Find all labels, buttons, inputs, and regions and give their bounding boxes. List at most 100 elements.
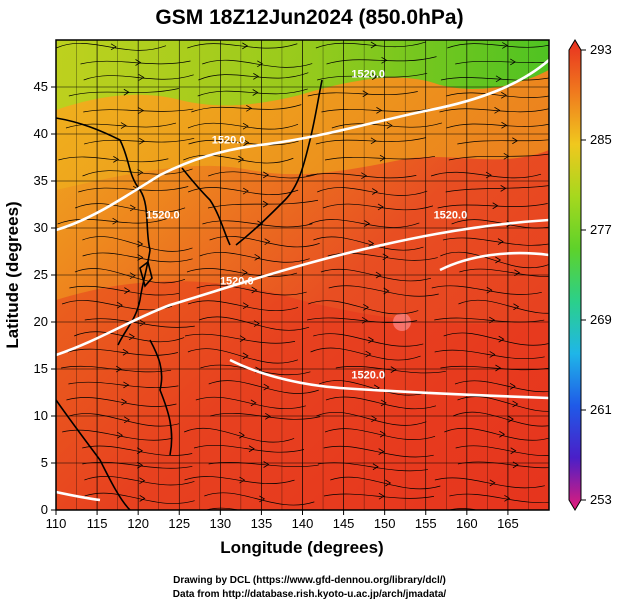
- streamline-arrow: [494, 106, 501, 114]
- streamline: [209, 236, 320, 248]
- streamline-arrow: [378, 492, 385, 500]
- streamline-arrow: [239, 476, 246, 484]
- streamline-arrow: [371, 415, 378, 423]
- streamline-arrow: [264, 238, 271, 246]
- streamline-arrow: [137, 461, 144, 469]
- streamline: [307, 317, 418, 324]
- streamline: [82, 445, 193, 456]
- taiwan-coast: [139, 260, 153, 288]
- streamline: [57, 218, 168, 225]
- streamline: [326, 56, 437, 65]
- streamline: [84, 137, 195, 145]
- china-coast: [56, 117, 151, 346]
- streamline: [207, 199, 319, 209]
- streamline: [335, 366, 446, 374]
- streamline-arrow: [361, 316, 368, 324]
- streamline: [83, 108, 194, 113]
- colorbar-tick-label: 253: [590, 492, 612, 507]
- streamline: [459, 268, 549, 277]
- streamline-arrow: [138, 107, 145, 114]
- contour-label: 1520.0: [351, 69, 385, 81]
- streamline-arrow: [248, 445, 255, 453]
- streamline-arrow: [509, 382, 516, 390]
- x-tick-label: 160: [456, 516, 478, 531]
- streamline: [74, 331, 185, 343]
- streamline-arrow: [379, 154, 386, 162]
- streamline: [449, 493, 549, 503]
- streamline: [437, 203, 548, 209]
- x-tick-label: 125: [168, 516, 190, 531]
- streamline-arrow: [489, 351, 496, 358]
- colorbar-tick-label: 261: [590, 402, 612, 417]
- streamline-arrow: [137, 254, 144, 261]
- streamline: [331, 122, 442, 129]
- chart-title: GSM 18Z12Jun2024 (850.0hPa): [155, 6, 464, 29]
- streamline: [323, 493, 434, 499]
- streamline-arrow: [129, 272, 136, 280]
- streamline: [440, 251, 549, 269]
- streamline: [62, 429, 173, 441]
- streamline-arrow: [139, 477, 146, 485]
- contour-label: 1520.0: [434, 210, 468, 222]
- streamline-arrow: [110, 43, 117, 51]
- x-tick-label: 115: [87, 516, 108, 531]
- streamline-arrow: [379, 430, 386, 438]
- streamline-arrow: [263, 461, 270, 468]
- y-tick-label: 25: [34, 267, 48, 282]
- streamline: [454, 380, 549, 393]
- streamline: [183, 154, 294, 164]
- streamline-arrow: [371, 73, 378, 80]
- streamline: [457, 396, 549, 412]
- streamline: [84, 492, 195, 504]
- streamline: [193, 444, 305, 453]
- x-tick-label: 135: [251, 516, 273, 531]
- streamline-arrow: [510, 58, 516, 66]
- credit-drawing: Drawing by DCL (https://www.gfd-dennou.o…: [173, 575, 446, 586]
- streamline-arrow: [361, 172, 368, 180]
- streamline-arrow: [250, 399, 257, 407]
- x-tick-label: 130: [209, 516, 231, 531]
- streamline-arrow: [376, 107, 383, 114]
- streamline-arrow: [241, 269, 248, 276]
- streamline-arrow: [495, 75, 502, 83]
- x-tick-label: 110: [46, 516, 67, 531]
- streamline-arrow: [138, 74, 145, 81]
- streamline: [197, 88, 308, 97]
- streamline: [310, 347, 421, 361]
- y-tick-label: 5: [41, 455, 48, 470]
- streamline-arrow: [123, 381, 130, 389]
- streamline: [315, 41, 426, 49]
- streamline-arrow: [390, 366, 397, 373]
- streamline: [56, 43, 167, 51]
- streamline-arrow: [512, 461, 519, 469]
- x-tick-label: 145: [333, 516, 355, 531]
- streamline: [443, 332, 549, 346]
- streamline: [309, 219, 420, 228]
- credit-data: Data from http://database.rish.kyoto-u.a…: [172, 589, 447, 600]
- streamline: [202, 59, 313, 68]
- streamline-arrow: [119, 511, 124, 517]
- streamline-arrow: [375, 271, 382, 279]
- streamline: [187, 122, 299, 130]
- streamline-arrow: [381, 56, 388, 64]
- streamline: [205, 507, 241, 510]
- streamline: [448, 508, 479, 510]
- streamline: [318, 380, 430, 396]
- streamline-arrow: [238, 431, 245, 439]
- streamline: [196, 284, 307, 296]
- y-tick-label: 40: [34, 126, 48, 141]
- streamline: [84, 476, 195, 486]
- streamline-arrow: [489, 316, 496, 324]
- streamline-arrow: [263, 383, 270, 391]
- streamline: [457, 139, 549, 145]
- streamline-arrow: [242, 122, 249, 130]
- contour-north: [56, 59, 549, 232]
- streamline-arrow: [253, 320, 260, 327]
- streamline: [208, 171, 319, 179]
- streamline: [75, 509, 87, 510]
- streamline-arrow: [486, 286, 493, 294]
- colorbar-tick-label: 269: [590, 312, 612, 327]
- streamline-arrow: [124, 287, 131, 294]
- streamline: [74, 268, 186, 284]
- x-tick-label: 120: [127, 516, 149, 531]
